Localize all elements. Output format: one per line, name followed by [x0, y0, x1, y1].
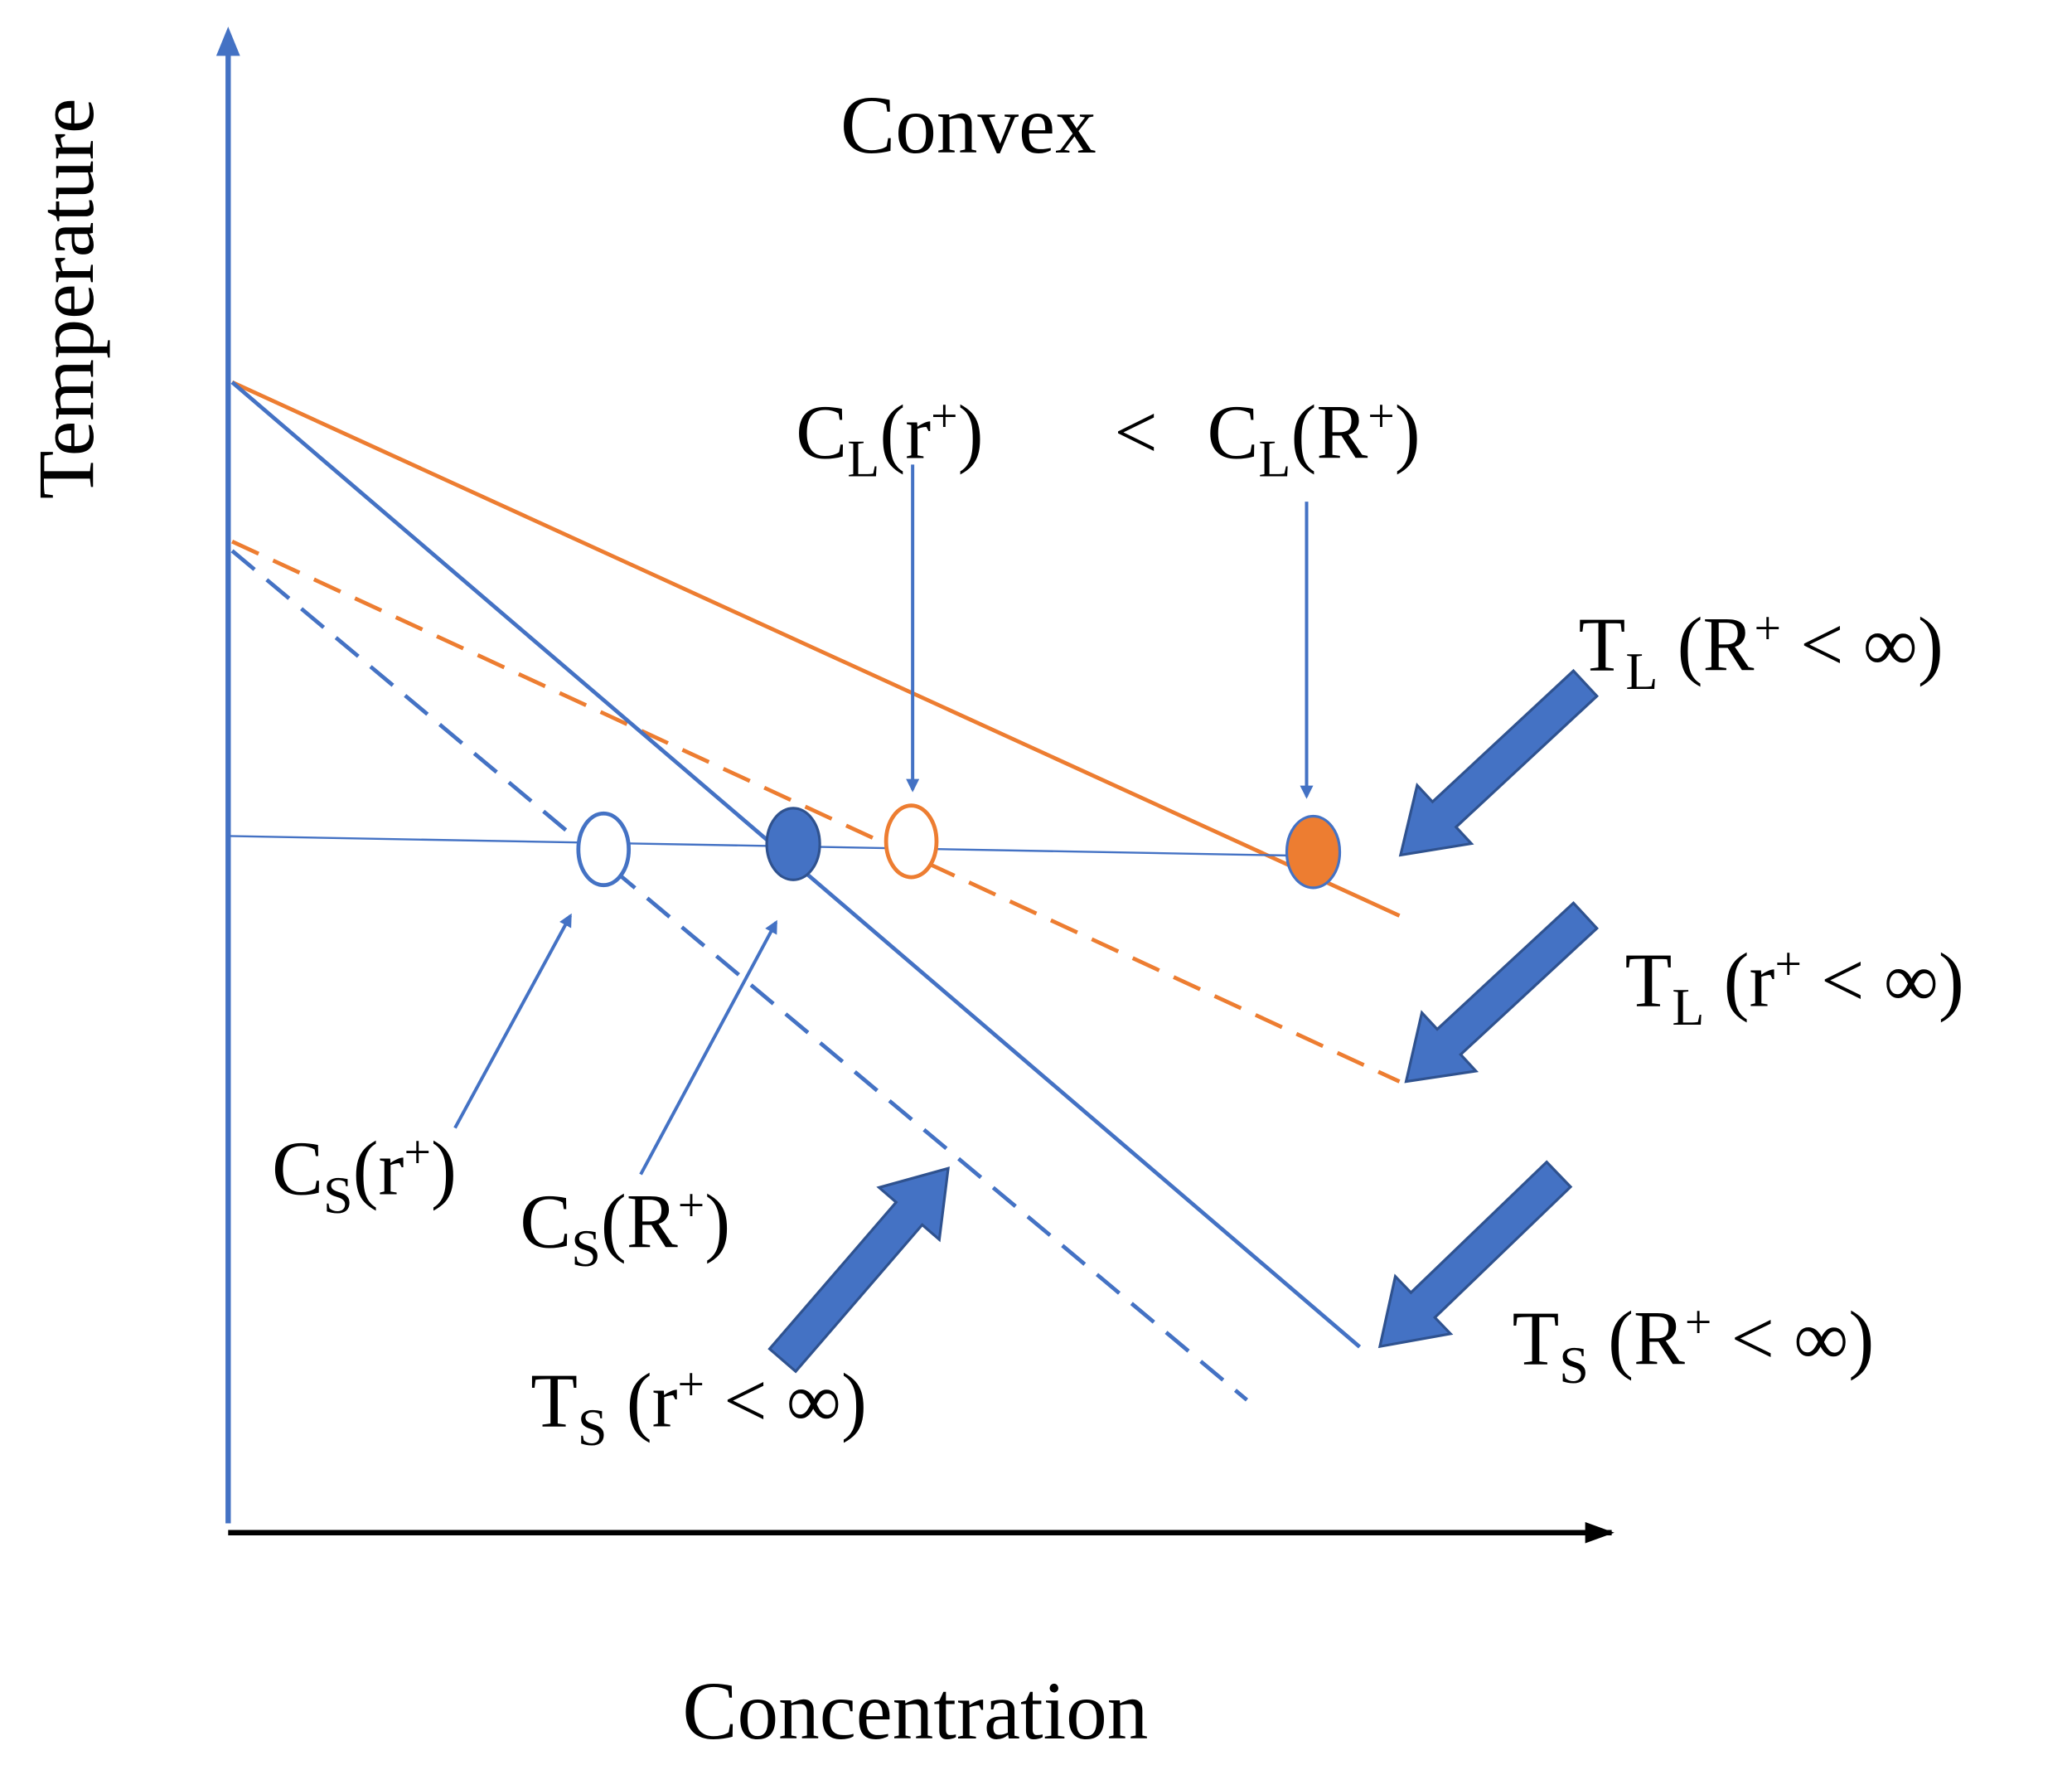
label: CL(R+): [1207, 390, 1420, 487]
symbol: T: [1513, 1296, 1560, 1381]
label: CL(r+): [796, 390, 983, 487]
superscript: +: [678, 1359, 705, 1411]
block-arrow: [1398, 668, 1600, 857]
symbol: C: [1207, 390, 1258, 475]
tl-r-line: [231, 539, 1401, 1084]
subscript: S: [571, 1219, 601, 1278]
subscript: L: [847, 429, 879, 488]
text: (r: [608, 1359, 678, 1444]
text: (R: [1589, 1296, 1685, 1381]
filled-orange-point: [1285, 814, 1342, 890]
text: ): [704, 1180, 730, 1265]
tl-R-line: [231, 380, 1401, 918]
label: TS (r+ < ∞): [530, 1359, 867, 1457]
filled-blue-point: [765, 807, 821, 881]
superscript: +: [1368, 390, 1395, 442]
text: < ∞): [1802, 938, 1964, 1023]
block-arrow: [767, 1166, 950, 1374]
superscript: +: [1754, 602, 1781, 654]
block-arrow: [1377, 1160, 1573, 1349]
text: ): [958, 390, 984, 475]
superscript: +: [404, 1127, 430, 1179]
text: (R: [601, 1180, 678, 1265]
label: TL (r+ < ∞): [1625, 938, 1964, 1035]
subscript: S: [578, 1398, 608, 1457]
subscript: S: [1559, 1336, 1589, 1394]
symbol: C: [520, 1180, 571, 1265]
text: (r: [879, 390, 931, 475]
subscript: S: [323, 1166, 353, 1224]
pointer-arrow: [639, 919, 778, 1176]
label: TS (R+ < ∞): [1513, 1296, 1875, 1394]
symbol: C: [796, 390, 847, 475]
text: (R: [1290, 390, 1368, 475]
title: Convex: [840, 80, 1097, 171]
ts-r-line: [230, 549, 1249, 1402]
subscript: L: [1672, 977, 1704, 1036]
label: CS(R+): [520, 1180, 730, 1278]
text: ): [1395, 390, 1421, 475]
text: (r: [1704, 938, 1774, 1023]
superscript: +: [1685, 1296, 1712, 1348]
symbol: T: [1625, 938, 1673, 1023]
superscript: +: [931, 390, 958, 442]
text: ): [431, 1127, 457, 1212]
label: TL (R+ < ∞): [1579, 602, 1944, 700]
text: (r: [353, 1127, 404, 1212]
open-orange-point: [884, 803, 939, 880]
y-axis-arrow: [215, 27, 240, 56]
subscript: L: [1258, 429, 1290, 488]
text: (R: [1658, 602, 1754, 687]
subscript: L: [1625, 642, 1658, 701]
text: < ∞): [1781, 602, 1944, 687]
pointer-arrow: [453, 913, 572, 1129]
label: CS(r+): [272, 1127, 457, 1224]
superscript: +: [1774, 938, 1802, 990]
text: < ∞): [1711, 1296, 1874, 1381]
y-axis-label: Temperature: [22, 98, 110, 499]
superscript: +: [678, 1180, 705, 1232]
less-than: <: [1114, 390, 1157, 475]
x-axis-label: Concentration: [682, 1666, 1148, 1757]
symbol: T: [1579, 602, 1626, 687]
block-arrow: [1404, 900, 1600, 1084]
symbol: T: [530, 1359, 578, 1444]
text: < ∞): [704, 1359, 867, 1444]
open-blue-point: [576, 811, 632, 888]
symbol: C: [272, 1127, 323, 1212]
